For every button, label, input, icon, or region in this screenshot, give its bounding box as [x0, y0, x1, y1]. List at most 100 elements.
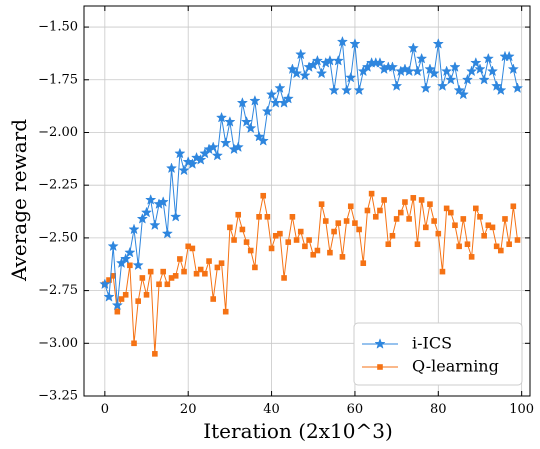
- data-point-i-ics: [328, 84, 340, 96]
- data-point-i-ics: [174, 147, 186, 159]
- data-point-i-ics: [299, 69, 311, 81]
- data-point-q-learning: [181, 268, 187, 275]
- data-point-i-ics: [261, 105, 274, 117]
- data-point-q-learning: [231, 237, 237, 243]
- data-point-q-learning: [218, 260, 225, 266]
- y-axis-label: Average reward: [7, 119, 31, 282]
- data-point-i-ics: [315, 67, 328, 79]
- data-point-q-learning: [318, 201, 325, 207]
- grid-lines: [84, 6, 530, 397]
- data-point-q-learning: [331, 228, 337, 235]
- data-point-i-ics: [274, 82, 286, 93]
- data-point-q-learning: [202, 270, 208, 277]
- data-point-q-learning: [118, 296, 125, 302]
- data-point-i-ics: [416, 52, 428, 64]
- data-point-i-ics: [486, 65, 499, 77]
- data-point-q-learning: [481, 232, 487, 239]
- data-point-i-ics: [436, 80, 449, 91]
- data-point-i-ics: [411, 65, 424, 77]
- data-point-i-ics: [491, 80, 503, 91]
- data-point-q-learning: [272, 232, 279, 239]
- data-point-q-learning: [206, 258, 212, 264]
- data-point-q-learning: [468, 254, 475, 260]
- data-point-q-learning: [385, 241, 392, 248]
- x-tick-label: 40: [263, 402, 280, 417]
- y-tick-label: −2.50: [38, 230, 78, 245]
- data-point-i-ics: [140, 206, 153, 218]
- x-tick-label: 0: [101, 402, 109, 417]
- data-point-i-ics: [149, 219, 161, 231]
- data-point-q-learning: [452, 222, 458, 229]
- data-point-i-ics: [170, 210, 182, 222]
- data-point-q-learning: [498, 247, 504, 254]
- data-point-i-ics: [145, 194, 157, 205]
- data-point-i-ics: [249, 94, 261, 106]
- x-tick-label: 80: [430, 402, 447, 417]
- data-point-i-ics: [470, 57, 482, 68]
- data-point-q-learning: [402, 199, 408, 205]
- data-point-i-ics: [120, 253, 132, 264]
- data-point-q-learning: [314, 247, 321, 254]
- data-point-i-ics: [265, 88, 278, 100]
- data-point-q-learning: [114, 308, 121, 315]
- data-point-q-learning: [418, 197, 425, 203]
- data-point-i-ics: [478, 73, 490, 85]
- data-point-i-ics: [270, 97, 282, 108]
- legend: i-ICS Q-learning: [353, 322, 523, 386]
- data-point-q-learning: [160, 268, 166, 275]
- data-point-q-learning: [193, 270, 200, 277]
- data-point-q-learning: [156, 281, 162, 288]
- data-point-q-learning: [489, 224, 496, 231]
- data-point-q-learning: [510, 203, 517, 210]
- data-point-i-ics: [107, 240, 119, 252]
- data-point-i-ics: [503, 50, 515, 62]
- data-point-q-learning: [514, 237, 521, 243]
- data-point-i-ics: [257, 135, 269, 146]
- data-point-q-learning: [389, 232, 396, 239]
- data-point-q-learning: [406, 216, 412, 222]
- x-axis-label: Iteration (2x10^3): [203, 419, 393, 443]
- data-point-i-ics: [420, 82, 432, 93]
- data-point-q-learning: [210, 296, 217, 302]
- data-point-q-learning: [268, 245, 275, 252]
- data-point-q-learning: [277, 230, 283, 237]
- series-layer: [99, 35, 524, 357]
- data-point-i-ics: [449, 61, 461, 72]
- data-point-q-learning: [506, 241, 512, 248]
- data-point-q-learning: [172, 273, 179, 279]
- data-point-i-ics: [211, 149, 224, 161]
- data-point-q-learning: [427, 201, 433, 207]
- data-point-i-ics: [282, 92, 294, 104]
- data-point-q-learning: [227, 224, 233, 231]
- data-point-i-ics: [124, 246, 136, 258]
- data-point-q-learning: [443, 205, 450, 212]
- data-point-i-ics: [161, 227, 173, 239]
- data-point-q-learning: [143, 292, 150, 298]
- data-point-i-ics: [232, 141, 244, 153]
- data-point-q-learning: [310, 251, 317, 258]
- data-point-i-ics: [424, 63, 436, 75]
- data-point-q-learning: [410, 195, 417, 201]
- data-point-i-ics: [132, 259, 144, 271]
- data-point-i-ics: [165, 162, 178, 174]
- data-point-q-learning: [364, 207, 371, 214]
- data-point-q-learning: [189, 245, 196, 252]
- y-tick-label: −3.25: [38, 389, 78, 404]
- data-point-i-ics: [236, 97, 249, 108]
- data-point-i-ics: [407, 42, 419, 53]
- data-point-i-ics: [511, 82, 524, 93]
- data-point-q-learning: [214, 264, 221, 271]
- series-i-ics: [99, 35, 524, 311]
- data-point-q-learning: [456, 243, 462, 250]
- data-point-q-learning: [460, 216, 467, 222]
- data-point-i-ics: [220, 137, 232, 148]
- data-point-i-ics: [253, 130, 265, 142]
- x-tick-label: 100: [509, 402, 534, 417]
- data-point-q-learning: [239, 226, 246, 233]
- data-point-q-learning: [247, 247, 254, 254]
- data-point-q-learning: [339, 254, 346, 260]
- data-point-i-ics: [432, 38, 444, 49]
- data-point-q-learning: [493, 243, 500, 250]
- data-point-q-learning: [122, 292, 129, 298]
